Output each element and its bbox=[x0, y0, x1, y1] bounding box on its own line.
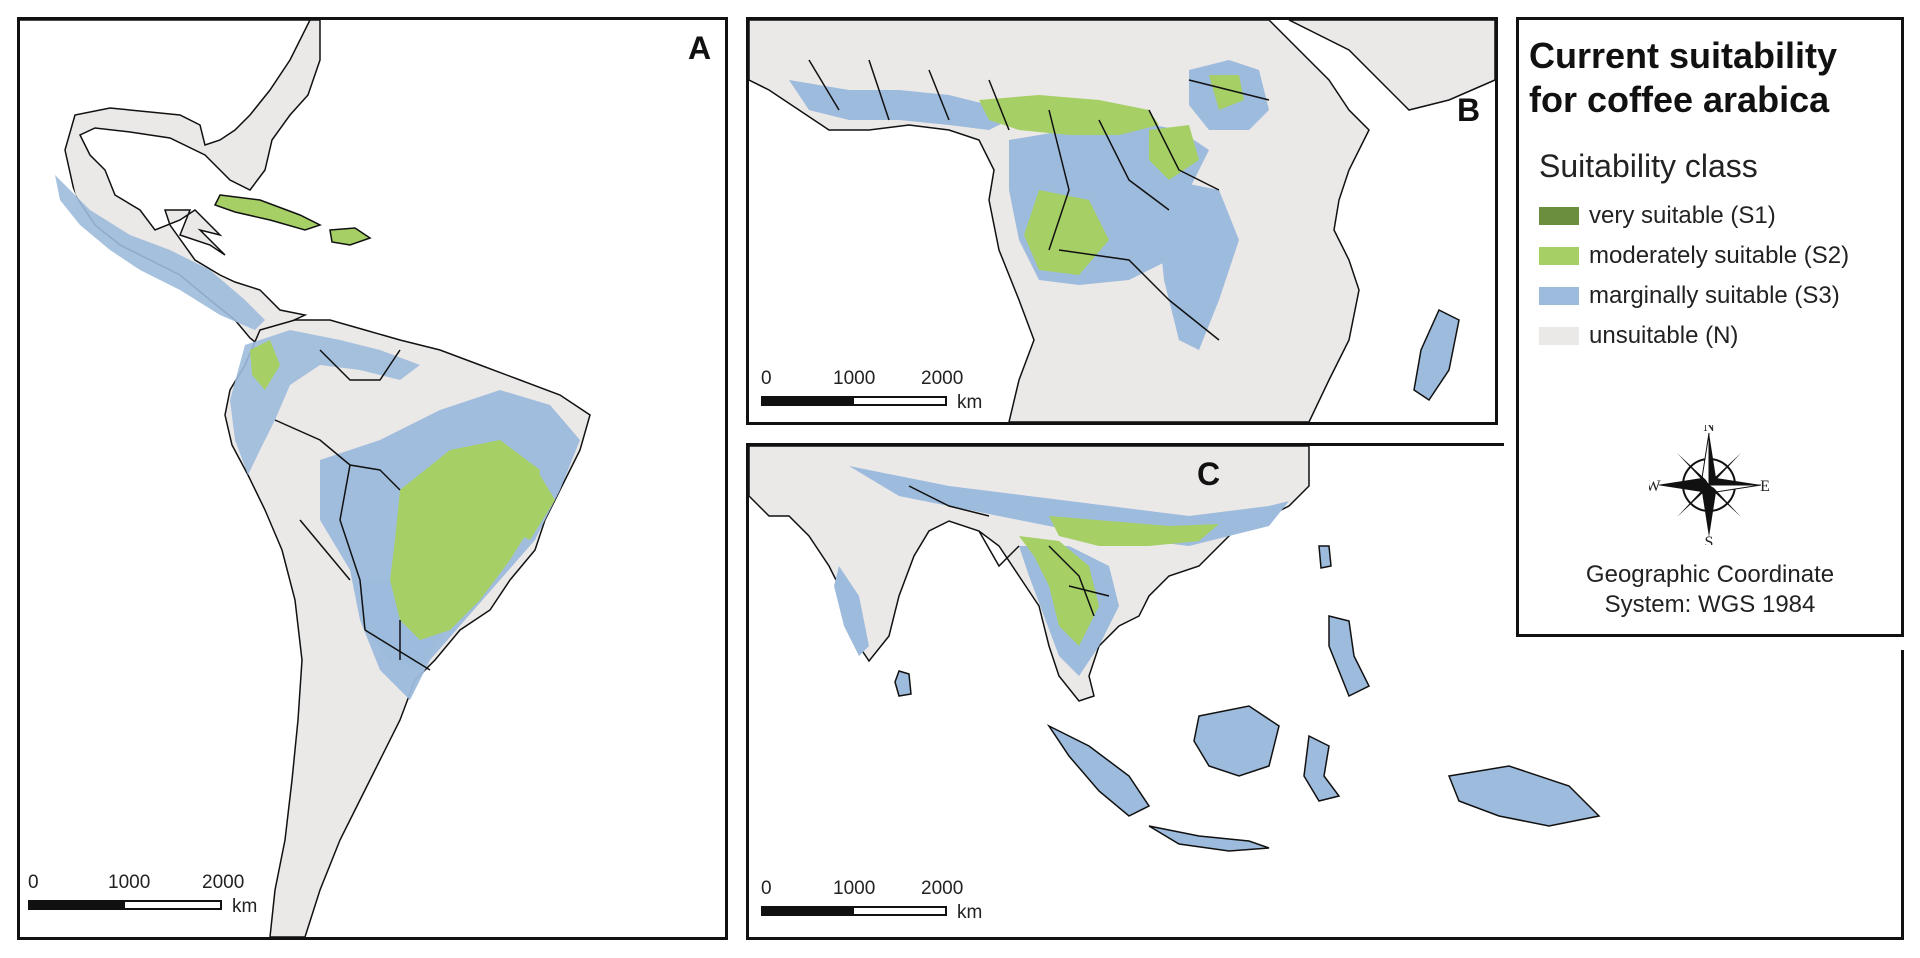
land-madagascar bbox=[1413, 308, 1460, 402]
legend-item-s3: marginally suitable (S3) bbox=[1539, 281, 1840, 311]
swatch-marginally-suitable bbox=[1539, 287, 1579, 305]
s2-east-brazil bbox=[500, 475, 555, 540]
scale-unit: km bbox=[957, 902, 983, 923]
land-hispaniola bbox=[329, 227, 372, 246]
panel-label-c: C bbox=[1197, 456, 1221, 492]
scale-tick-2000: 2000 bbox=[921, 878, 964, 899]
swatch-unsuitable bbox=[1539, 327, 1579, 345]
legend-label-s1: very suitable (S1) bbox=[1589, 202, 1776, 229]
scale-bar-graphic bbox=[761, 396, 947, 406]
asia-map bbox=[749, 446, 1601, 852]
swatch-very-suitable bbox=[1539, 207, 1579, 225]
scale-unit: km bbox=[232, 896, 258, 917]
americas-map bbox=[20, 20, 591, 937]
scale-tick-1000: 1000 bbox=[833, 878, 876, 899]
s2-great-lakes bbox=[1149, 125, 1199, 180]
legend-panel: Current suitability for coffee arabica S… bbox=[1516, 17, 1904, 637]
coordinate-system-note: Geographic Coordinate System: WGS 1984 bbox=[1519, 560, 1901, 620]
s2-myanmar-laos bbox=[1019, 536, 1099, 646]
land-java bbox=[1148, 825, 1270, 852]
s3-india-west bbox=[834, 566, 869, 656]
africa-map bbox=[749, 20, 1495, 422]
legend-item-n: unsuitable (N) bbox=[1539, 321, 1738, 351]
compass-rose-icon: N S W E bbox=[1649, 425, 1769, 545]
scale-tick-0: 0 bbox=[761, 878, 772, 899]
scale-bar-graphic bbox=[28, 900, 222, 910]
scale-bar-graphic bbox=[761, 906, 947, 916]
s2-ethiopia bbox=[1209, 75, 1244, 110]
legend-item-s2: moderately suitable (S2) bbox=[1539, 241, 1849, 271]
map-panel-africa[interactable]: B 0 1000 2000 km bbox=[746, 17, 1498, 425]
panel-label-a: A bbox=[688, 30, 712, 66]
land-philippines bbox=[1328, 615, 1371, 698]
scale-tick-0: 0 bbox=[761, 368, 772, 389]
compass-n: N bbox=[1703, 425, 1715, 435]
land-cuba bbox=[213, 194, 322, 231]
legend-label-s3: marginally suitable (S3) bbox=[1589, 282, 1840, 309]
scale-tick-1000: 1000 bbox=[108, 872, 151, 893]
s3-west-africa bbox=[789, 80, 1019, 130]
s3-central-america bbox=[55, 175, 265, 330]
legend-title-line-1: Current suitability bbox=[1529, 35, 1838, 76]
compass-s: S bbox=[1705, 534, 1714, 545]
compass-e: E bbox=[1760, 478, 1769, 495]
land-new-guinea bbox=[1447, 765, 1601, 827]
land-taiwan bbox=[1318, 545, 1332, 569]
s2-central-belt bbox=[979, 95, 1159, 135]
land-sri-lanka bbox=[894, 670, 912, 697]
legend-label-s2: moderately suitable (S2) bbox=[1589, 242, 1850, 269]
crs-line-1: Geographic Coordinate bbox=[1585, 561, 1835, 588]
border-lines-asia bbox=[908, 485, 1110, 617]
scale-tick-1000: 1000 bbox=[833, 368, 876, 389]
legend-item-s1: very suitable (S1) bbox=[1539, 201, 1776, 231]
legend-subtitle: Suitability class bbox=[1539, 148, 1758, 184]
land-sulawesi bbox=[1303, 734, 1341, 802]
panel-label-b: B bbox=[1457, 92, 1481, 128]
legend-title: Current suitability for coffee arabica bbox=[1529, 34, 1837, 122]
map-panel-americas[interactable]: A 0 1000 2000 km bbox=[17, 17, 728, 940]
swatch-moderately-suitable bbox=[1539, 247, 1579, 265]
scale-unit: km bbox=[957, 392, 983, 413]
land-arabia bbox=[1288, 20, 1495, 111]
scale-tick-2000: 2000 bbox=[921, 368, 964, 389]
land-borneo bbox=[1193, 705, 1280, 777]
s2-colombia bbox=[250, 340, 280, 390]
scale-tick-2000: 2000 bbox=[202, 872, 245, 893]
border-lines-africa bbox=[808, 59, 1270, 341]
border-lines-sa bbox=[274, 349, 431, 671]
compass-w: W bbox=[1649, 478, 1661, 495]
legend-label-n: unsuitable (N) bbox=[1589, 322, 1739, 349]
s2-south-china bbox=[1049, 516, 1219, 546]
land-west-mexico bbox=[20, 115, 90, 260]
crs-line-2: System: WGS 1984 bbox=[1604, 591, 1816, 618]
land-sumatra bbox=[1046, 724, 1151, 817]
scale-tick-0: 0 bbox=[28, 872, 39, 893]
land-north-america bbox=[20, 20, 321, 351]
legend-title-line-2: for coffee arabica bbox=[1529, 79, 1830, 120]
